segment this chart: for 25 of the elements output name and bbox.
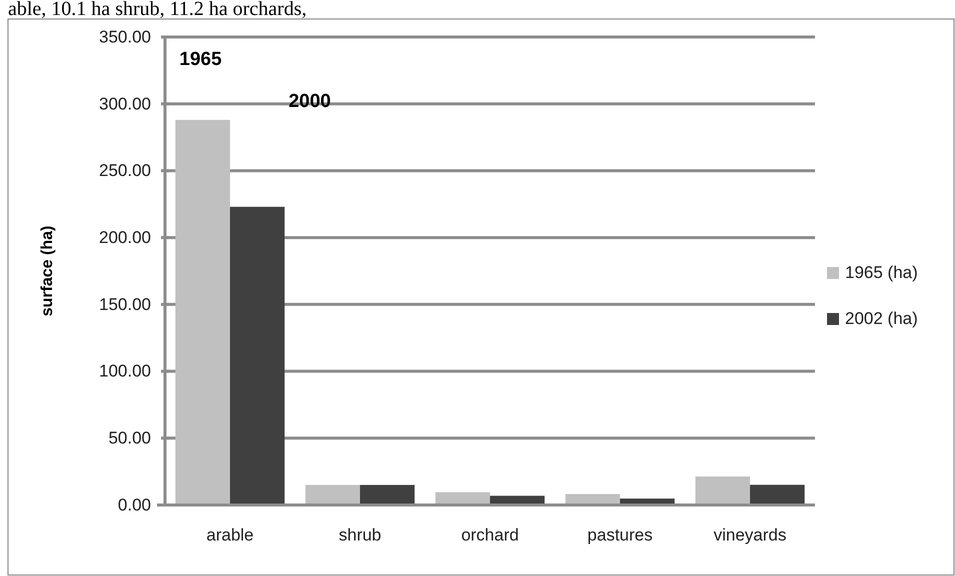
y-tick-label: 100.00: [99, 362, 151, 381]
bar: [230, 206, 285, 505]
annotation: 1965: [179, 49, 222, 70]
x-tick-label: arable: [206, 525, 254, 544]
legend-label: 2002 (ha): [845, 309, 918, 328]
y-tick-label: 0.00: [118, 495, 151, 514]
bar: [695, 476, 750, 505]
bar: [305, 484, 360, 505]
y-tick-label: 350.00: [99, 27, 151, 46]
text: able, 10.1 ha shrub, 11.2 ha orchards,: [8, 0, 307, 20]
x-tick-label: shrub: [338, 525, 382, 544]
y-axis-title: surface (ha): [39, 226, 56, 316]
bar: [360, 484, 415, 505]
x-tick-label: orchard: [461, 525, 519, 544]
y-tick-label: 250.00: [99, 161, 151, 180]
y-tick-label: 50.00: [108, 428, 151, 448]
annotation: 2000: [288, 91, 331, 112]
bar: [175, 120, 230, 505]
y-tick-label: 200.00: [99, 228, 151, 248]
x-tick-label: pastures: [587, 525, 653, 544]
x-tick-label: vineyards: [714, 525, 786, 544]
legend-label: 1965 (ha): [845, 263, 918, 282]
y-tick-label: 300.00: [99, 94, 151, 114]
bar: [750, 484, 805, 505]
y-tick-label: 150.00: [99, 294, 151, 314]
